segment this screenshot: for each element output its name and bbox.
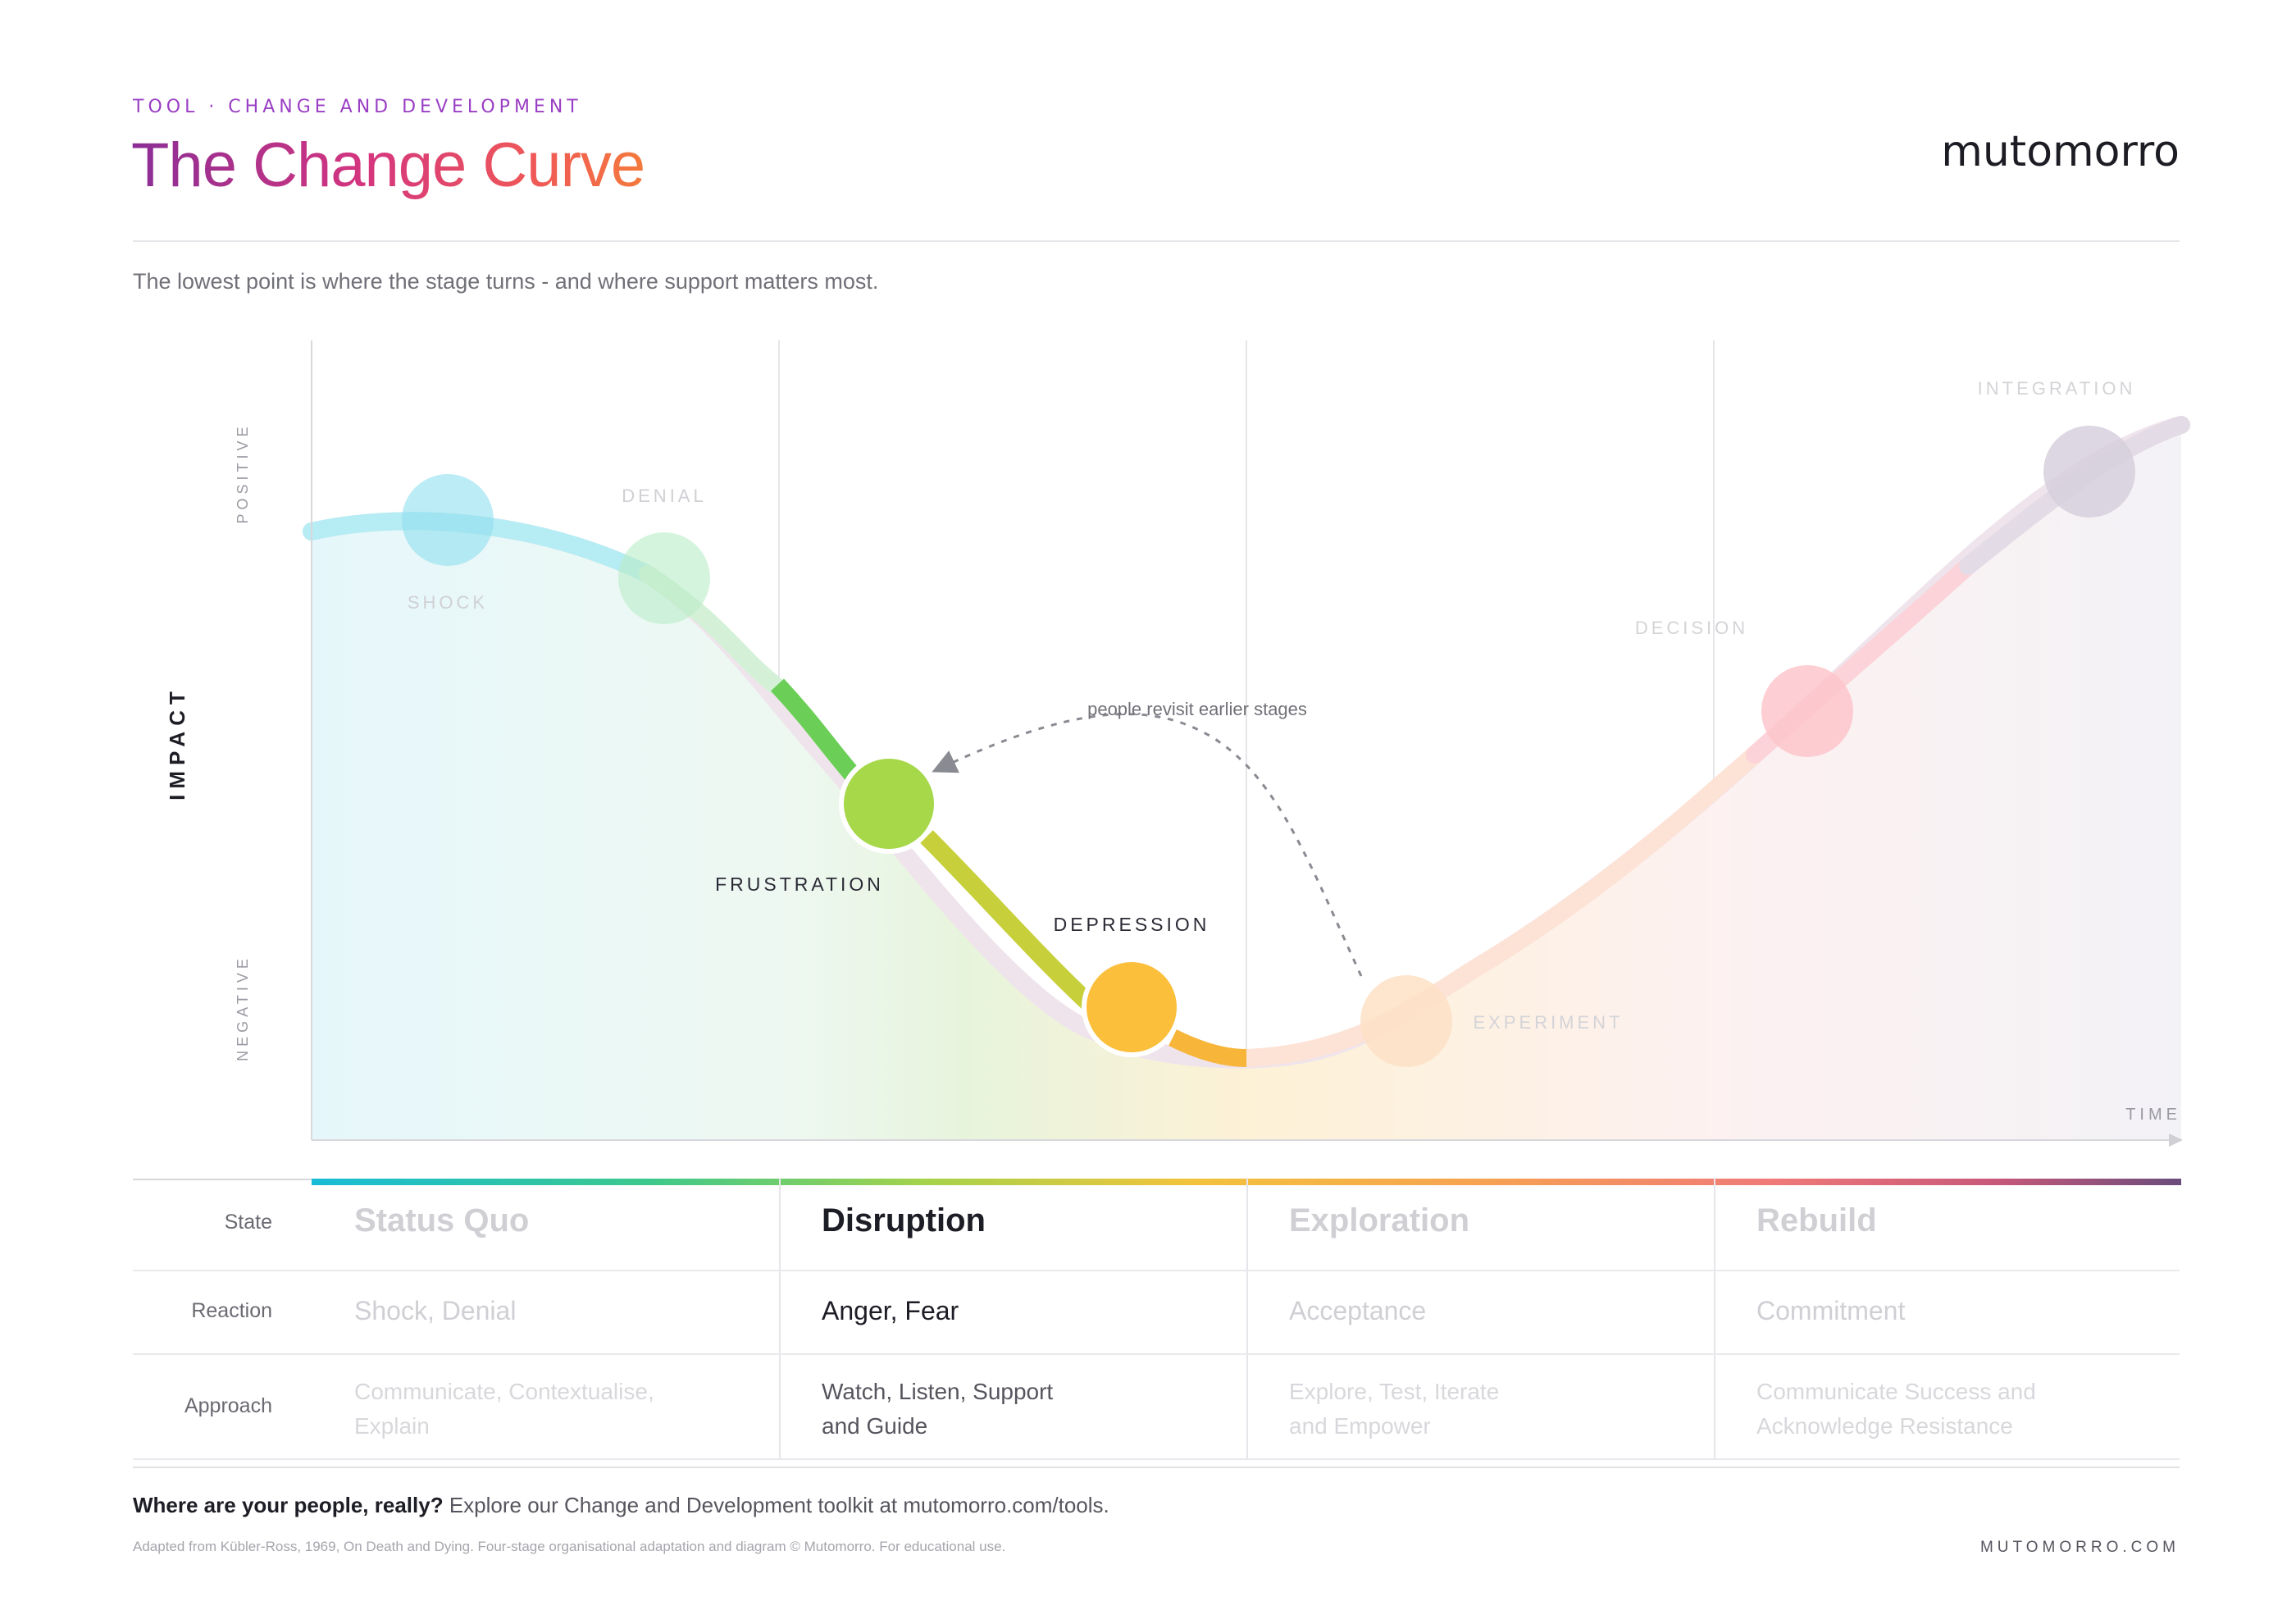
footer-url-link[interactable]: MUTOMORRO.COM [1979,1539,2180,1556]
stage-node-frustration [839,754,939,854]
x-axis-label: TIME [2125,1106,2181,1124]
stage-label-decision: DECISION [1635,618,1748,638]
state-status-quo: Status Quo [354,1202,530,1239]
page-subtitle: The lowest point is where the stage turn… [133,269,879,294]
stage-label-denial: DENIAL [622,486,706,506]
reaction-rebuild: Commitment [1756,1296,1906,1325]
y-axis-title: IMPACT [165,686,189,801]
footer-cta-question: Where are your people, really? [133,1493,444,1517]
curve-segment-depression-active [920,830,1097,1012]
stage-label-integration: INTEGRATION [1978,378,2136,399]
footer-divider [133,1467,2180,1468]
reaction-disruption: Anger, Fear [822,1296,959,1325]
curve-segment-trough-active [1168,1029,1247,1067]
curve-area-fill [312,425,2181,1140]
row-divider [133,1353,2180,1355]
table-row-reaction: Reaction Shock, Denial Anger, Fear Accep… [133,1271,2180,1355]
state-disruption: Disruption [822,1202,986,1239]
y-axis-positive-label: POSITIVE [235,422,251,523]
approach-exploration: Explore, Test, Iterate and Empower [1289,1379,1500,1439]
brand-logo: mutomorro [1941,127,2180,176]
stage-node-experiment [1360,975,1452,1067]
row-label-reaction: Reaction [191,1299,272,1322]
approach-disruption: Watch, Listen, Support and Guide [822,1379,1054,1439]
stage-node-shock [402,474,494,566]
x-axis-arrow-icon [2169,1134,2183,1147]
table-row-approach: Approach Communicate, Contextualise, Exp… [133,1355,2180,1460]
stage-node-integration [2043,426,2135,518]
column-divider [779,1178,781,1460]
row-label-approach: Approach [184,1394,272,1417]
row-label-state: State [224,1211,272,1234]
stage-node-depression [1082,957,1182,1057]
table-row-state: State Status Quo Disruption Exploration … [133,1178,2180,1271]
y-axis-negative-label: NEGATIVE [235,955,251,1061]
column-divider [1246,1178,1248,1460]
stage-node-decision [1761,665,1853,757]
state-rebuild: Rebuild [1756,1202,1877,1239]
row-divider [133,1458,2180,1460]
eyebrow-label: TOOL · CHANGE AND DEVELOPMENT [133,97,582,117]
header-divider [133,240,2180,242]
curve-segment-experiment [1237,746,1764,1067]
stage-label-experiment: EXPERIMENT [1473,1012,1623,1033]
stage-label-depression: DEPRESSION [1054,914,1210,935]
stage-label-shock: SHOCK [408,592,488,613]
page-title: The Change Curve [131,130,645,200]
reaction-exploration: Acceptance [1289,1296,1427,1325]
row-divider [133,1270,2180,1271]
reaction-status-quo: Shock, Denial [354,1296,517,1325]
approach-rebuild: Communicate Success and Acknowledge Resi… [1756,1379,2036,1439]
change-curve-diagram: people revisit earlier stages SHOCK DENI… [133,340,2190,1185]
curve-segment-frustration-active [770,678,860,782]
footer-cta-text[interactable]: Explore our Change and Development toolk… [449,1493,1109,1517]
stage-node-denial [618,532,710,624]
footer-cta: Where are your people, really? Explore o… [133,1493,1109,1518]
stage-label-frustration: FRUSTRATION [715,874,884,895]
revisit-arrow [932,713,1363,977]
revisit-annotation: people revisit earlier stages [1087,699,1307,719]
column-divider [1714,1178,1715,1460]
approach-status-quo: Communicate, Contextualise, Explain [354,1379,654,1439]
state-exploration: Exploration [1289,1202,1470,1239]
attribution-note: Adapted from Kübler-Ross, 1969, On Death… [133,1539,1006,1554]
